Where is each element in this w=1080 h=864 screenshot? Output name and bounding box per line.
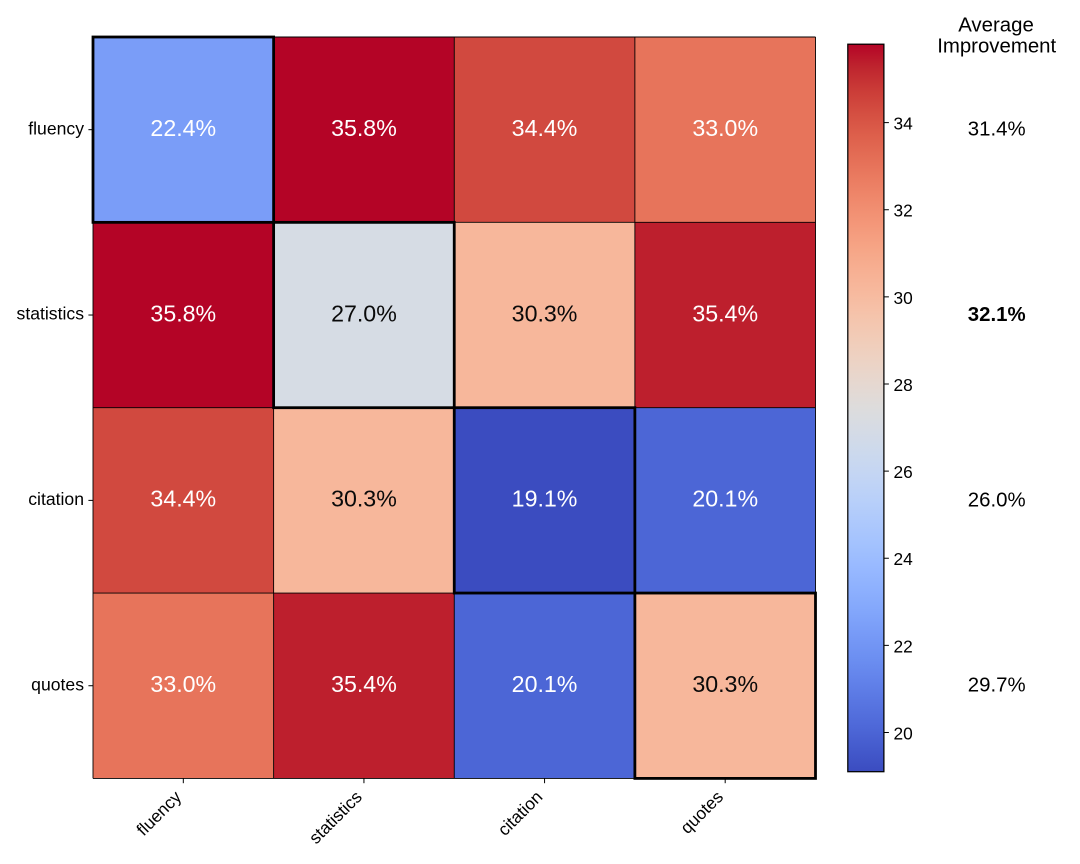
svg-text:26.0%: 26.0%: [968, 489, 1026, 511]
svg-text:22.4%: 22.4%: [150, 115, 216, 141]
svg-text:Improvement: Improvement: [937, 35, 1056, 57]
svg-text:quotes: quotes: [31, 674, 84, 694]
svg-text:34.4%: 34.4%: [150, 486, 216, 512]
svg-text:30.3%: 30.3%: [331, 486, 397, 512]
svg-text:24: 24: [894, 549, 914, 569]
svg-text:30: 30: [894, 288, 913, 308]
svg-text:statistics: statistics: [17, 304, 85, 324]
svg-text:35.8%: 35.8%: [331, 115, 397, 141]
svg-text:29.7%: 29.7%: [968, 675, 1026, 697]
svg-text:28: 28: [894, 375, 913, 395]
svg-text:20.1%: 20.1%: [512, 671, 578, 697]
svg-text:34: 34: [894, 114, 914, 134]
svg-text:citation: citation: [28, 489, 84, 509]
svg-text:20.1%: 20.1%: [692, 486, 758, 512]
svg-text:26: 26: [894, 462, 913, 482]
svg-text:30.3%: 30.3%: [512, 300, 578, 326]
svg-text:35.4%: 35.4%: [692, 300, 758, 326]
svg-text:32.1%: 32.1%: [968, 304, 1026, 326]
svg-text:34.4%: 34.4%: [512, 115, 578, 141]
svg-text:35.4%: 35.4%: [331, 671, 397, 697]
svg-text:22: 22: [894, 636, 913, 656]
svg-text:33.0%: 33.0%: [692, 115, 758, 141]
svg-text:32: 32: [894, 201, 913, 221]
svg-text:30.3%: 30.3%: [692, 671, 758, 697]
svg-text:31.4%: 31.4%: [968, 119, 1026, 141]
svg-text:27.0%: 27.0%: [331, 300, 397, 326]
svg-text:20: 20: [894, 723, 913, 743]
svg-text:19.1%: 19.1%: [512, 486, 578, 512]
svg-text:35.8%: 35.8%: [150, 300, 216, 326]
svg-text:33.0%: 33.0%: [150, 671, 216, 697]
svg-text:Average: Average: [958, 15, 1034, 37]
svg-text:fluency: fluency: [28, 118, 84, 138]
